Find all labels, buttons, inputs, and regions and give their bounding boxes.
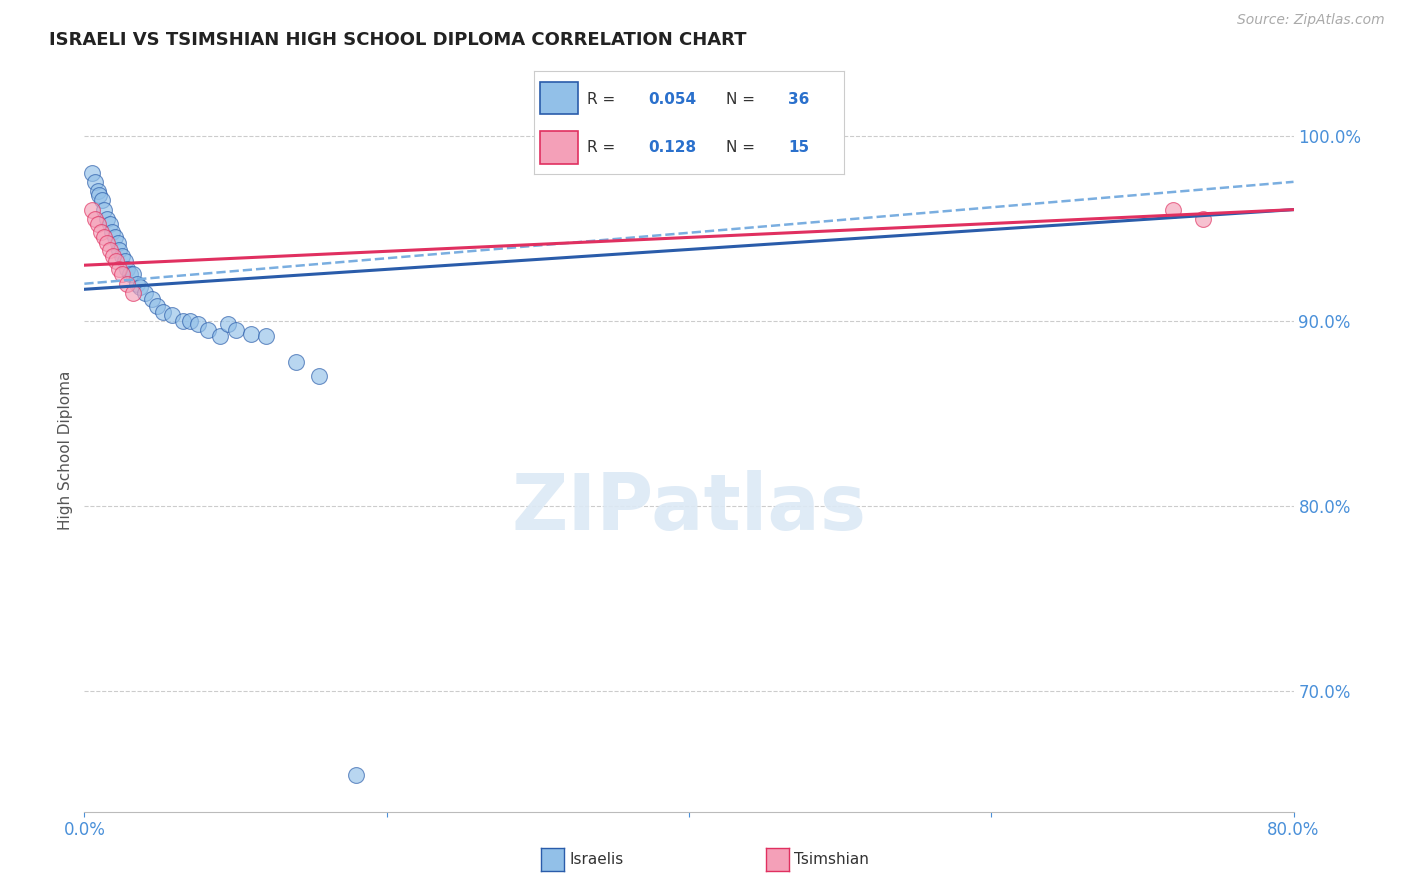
Point [80,165,103,179]
Point [129,280,152,294]
Point [179,314,201,328]
Point [197,323,219,337]
Point [187,318,209,332]
Point [114,254,136,268]
Text: Israelis: Israelis [569,853,624,867]
Point [107,235,129,250]
Point [101,249,124,263]
Point [160,308,183,322]
Point [121,268,143,282]
Point [84,175,107,189]
Point [346,767,368,781]
Point [127,277,149,291]
Text: Source: ZipAtlas.com: Source: ZipAtlas.com [1237,13,1385,28]
Point [146,299,169,313]
Text: R =: R = [586,92,620,106]
Point [108,244,131,258]
Point [98,218,121,232]
Point [134,285,156,300]
Bar [540,81,578,114]
Point [111,268,134,282]
Point [87,184,110,198]
Point [98,244,121,258]
Point [108,261,131,276]
Point [121,285,143,300]
Point [93,202,115,217]
Text: Tsimshian: Tsimshian [794,853,869,867]
Point [172,314,194,328]
Point [111,249,134,263]
Point [80,202,103,217]
Point [115,277,138,291]
Point [285,354,308,368]
Text: 0.128: 0.128 [648,140,697,155]
Point [1192,211,1215,226]
Point [1161,202,1184,217]
Point [152,304,174,318]
Point [84,211,107,226]
Point [104,230,127,244]
Text: ZIPatlas: ZIPatlas [512,470,866,546]
Text: N =: N = [725,92,759,106]
Text: 15: 15 [787,140,808,155]
Bar [540,131,578,163]
Point [87,218,110,232]
Point [239,326,262,341]
Text: N =: N = [725,140,759,155]
Point [96,235,118,250]
Point [209,328,232,343]
Point [93,230,115,244]
Text: ISRAELI VS TSIMSHIAN HIGH SCHOOL DIPLOMA CORRELATION CHART: ISRAELI VS TSIMSHIAN HIGH SCHOOL DIPLOMA… [49,31,747,49]
Text: R =: R = [586,140,624,155]
Point [96,211,118,226]
Point [89,187,111,202]
Point [100,225,122,239]
Point [118,268,141,282]
Point [217,318,239,332]
Point [90,225,112,239]
Point [115,261,138,276]
Point [225,323,247,337]
Point [105,254,128,268]
Y-axis label: High School Diploma: High School Diploma [58,371,73,530]
Text: 0.054: 0.054 [648,92,697,106]
Point [308,369,330,384]
Point [141,292,163,306]
Point [254,328,277,343]
Point [91,194,114,208]
Text: 36: 36 [787,92,810,106]
